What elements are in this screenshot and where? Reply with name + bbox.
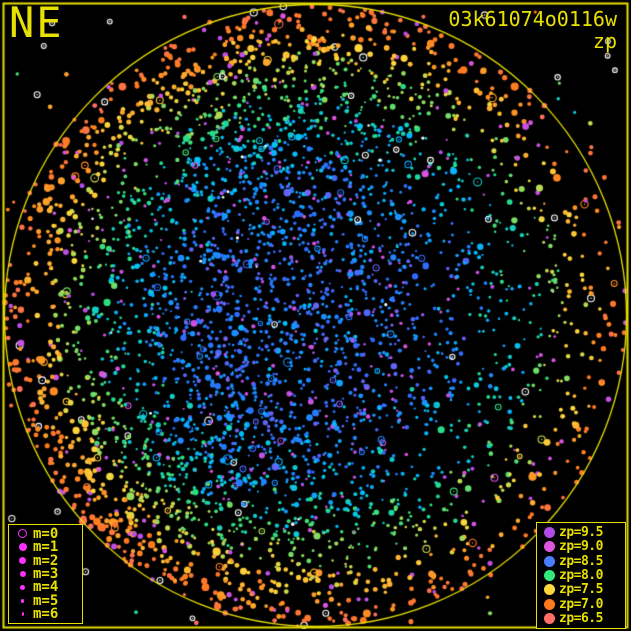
legend-zp-label: zp=8.0 <box>559 567 603 583</box>
filled-circle-marker-icon <box>20 584 25 590</box>
legend-zp-row: zp=9.5 <box>540 526 622 539</box>
legend-m-row: m=1 <box>12 539 79 556</box>
legend-m-label: m=1 <box>33 539 59 556</box>
m5-marker-cell <box>12 599 33 603</box>
legend-m-row: m=6 <box>12 606 79 623</box>
filled-circle-marker-icon <box>18 543 27 552</box>
color-dot-icon <box>544 569 555 581</box>
legend-m-label: m=4 <box>33 579 59 596</box>
m0-marker-cell <box>12 529 33 539</box>
legend-zp-row: zp=8.5 <box>540 555 622 568</box>
m6-marker-cell <box>12 612 33 617</box>
zp75-marker-cell <box>540 584 559 596</box>
plot-title: 03k61074o0116w <box>448 7 617 31</box>
legend-m-label: m=5 <box>33 592 59 609</box>
filled-circle-marker-icon <box>19 570 26 577</box>
color-dot-icon <box>544 526 555 538</box>
color-dot-icon <box>544 584 555 596</box>
legend-zp-row: zp=8.0 <box>540 569 622 582</box>
legend-m-label: m=2 <box>33 552 59 569</box>
legend-zp-label: zp=9.0 <box>559 539 603 555</box>
filled-circle-marker-icon <box>19 557 26 565</box>
legend-m-label: m=6 <box>33 606 59 623</box>
legend-m-row: m=2 <box>12 552 79 569</box>
dash-marker-icon <box>21 612 24 617</box>
zp95-marker-cell <box>540 526 559 538</box>
legend-m-row: m=3 <box>12 565 79 582</box>
legend-zp-label: zp=9.5 <box>559 524 603 540</box>
m4-marker-cell <box>12 584 33 590</box>
legend-zp-row: zp=6.5 <box>540 612 622 625</box>
color-dot-icon <box>544 555 555 567</box>
plot-subtitle: zp <box>592 29 617 53</box>
legend-zp-label: zp=7.5 <box>559 582 603 598</box>
m3-marker-cell <box>12 570 33 577</box>
m1-marker-cell <box>12 543 33 552</box>
legend-zp-row: zp=9.0 <box>540 540 622 553</box>
legend-zp-label: zp=8.5 <box>559 553 603 569</box>
zp70-marker-cell <box>540 598 559 610</box>
legend-zp-label: zp=7.0 <box>559 596 603 612</box>
legend-zp-row: zp=7.5 <box>540 583 622 596</box>
zp85-marker-cell <box>540 555 559 567</box>
title-block: 03k61074o0116w zp <box>448 8 617 52</box>
legend-m-label: m=3 <box>33 565 59 582</box>
legend-m-label: m=0 <box>33 525 59 542</box>
m2-marker-cell <box>12 557 33 565</box>
zp80-marker-cell <box>540 569 559 581</box>
zp90-marker-cell <box>540 541 559 553</box>
legend-zp-row: zp=7.0 <box>540 598 622 611</box>
legend-m-row: m=0 <box>12 525 79 542</box>
legend-m-row: m=4 <box>12 579 79 596</box>
corner-direction-label: NE <box>9 0 64 47</box>
zeropoint-legend: zp=9.5 zp=9.0 zp=8.5 zp=8.0 zp=7.5 zp=7.… <box>536 522 626 629</box>
color-dot-icon <box>544 598 555 610</box>
open-circle-marker-icon <box>18 529 27 539</box>
filled-circle-marker-icon <box>20 599 25 603</box>
legend-m-row: m=5 <box>12 592 79 609</box>
color-dot-icon <box>544 541 555 553</box>
legend-zp-label: zp=6.5 <box>559 611 603 627</box>
color-dot-icon <box>544 613 555 625</box>
zp65-marker-cell <box>540 613 559 625</box>
magnitude-legend: m=0 m=1 m=2 m=3 m=4 m=5 m=6 <box>8 524 83 624</box>
